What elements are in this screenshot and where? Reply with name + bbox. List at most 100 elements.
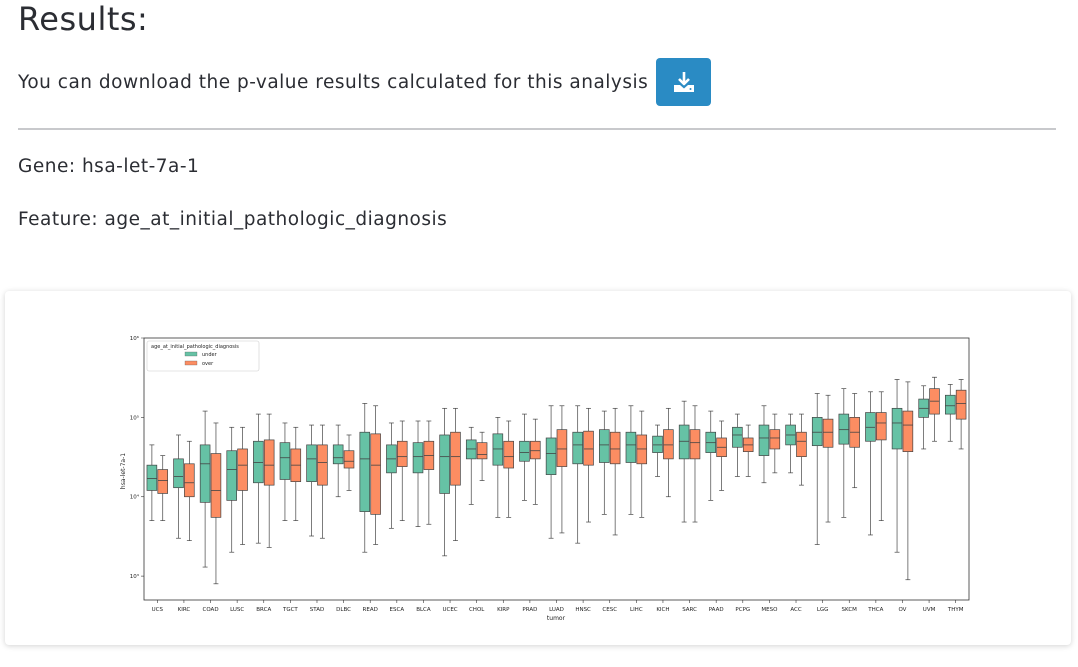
x-tick-label-ucs: UCS bbox=[152, 607, 164, 613]
box-over-thym bbox=[955, 389, 967, 420]
x-tick-label-stad: STAD bbox=[310, 607, 324, 613]
box-over-sarc bbox=[689, 429, 701, 460]
x-tick-label-ov: OV bbox=[898, 607, 906, 613]
x-tick-label-lihc: LIHC bbox=[630, 607, 643, 613]
box-under-meso bbox=[758, 424, 770, 456]
x-tick-label-kirp: KIRP bbox=[497, 607, 510, 613]
x-tick-label-skcm: SKCM bbox=[842, 607, 858, 613]
box-over-read bbox=[370, 433, 381, 515]
legend-label-over: over bbox=[202, 361, 214, 367]
box-over-kirc bbox=[184, 463, 195, 498]
box-under-cesc bbox=[599, 429, 610, 463]
y-tick-label: 10³ bbox=[130, 573, 139, 580]
download-description: You can download the p-value results cal… bbox=[18, 71, 649, 93]
legend-title: age_at_initial_pathologic_diagnosis bbox=[151, 344, 239, 350]
box-over-lgg bbox=[822, 418, 834, 448]
box-over-meso bbox=[769, 429, 781, 450]
boxplot-chart: 10³ 10⁴ 10⁵ 10⁶ UCS KIRC COAD LUSC BRCA TGCT STAD… bbox=[120, 335, 970, 622]
box-over-ucec bbox=[450, 431, 461, 486]
box-over-kich bbox=[663, 429, 674, 460]
y-axis-label: hsa-let-7a-1 bbox=[120, 453, 127, 489]
legend-swatch-over bbox=[184, 360, 198, 366]
feature-info: Feature: age_at_initial_pathologic_diagn… bbox=[18, 209, 447, 230]
x-tick-label-lusc: LUSC bbox=[230, 607, 244, 613]
box-under-lgg bbox=[811, 417, 823, 447]
x-tick-label-coad: COAD bbox=[202, 607, 218, 613]
gene-info: Gene: hsa-let-7a-1 bbox=[18, 156, 199, 177]
box-over-ov bbox=[902, 410, 914, 452]
x-tick-label-thca: THCA bbox=[867, 607, 883, 613]
box-under-luad bbox=[545, 437, 557, 475]
x-tick-label-dlbc: DLBC bbox=[336, 607, 351, 613]
x-tick-label-chol: CHOL bbox=[469, 607, 485, 613]
gene-value: hsa-let-7a-1 bbox=[81, 156, 200, 177]
x-tick-label-meso: MESO bbox=[761, 607, 778, 613]
box-over-cesc bbox=[609, 431, 621, 465]
box-over-kirp bbox=[503, 440, 514, 469]
box-over-stad bbox=[317, 444, 328, 486]
x-tick-label-pcpg: PCPG bbox=[735, 607, 750, 613]
box-under-read bbox=[359, 431, 371, 512]
box-under-dlbc bbox=[332, 444, 344, 465]
box-under-blca bbox=[412, 442, 424, 474]
box-under-kich bbox=[652, 435, 663, 453]
y-tick-label: 10⁵ bbox=[130, 414, 139, 421]
box-under-stad bbox=[306, 444, 317, 482]
box-under-prad bbox=[519, 440, 530, 462]
x-tick-label-lgg: LGG bbox=[817, 607, 829, 613]
box-under-lusc bbox=[226, 450, 237, 501]
x-tick-label-tgct: TGCT bbox=[282, 607, 298, 613]
x-tick-label-acc: ACC bbox=[790, 607, 802, 613]
x-tick-label-thym: THYM bbox=[947, 607, 964, 613]
legend: age_at_initial_pathologic_diagnosis unde… bbox=[146, 340, 260, 372]
y-tick-label: 10⁴ bbox=[130, 494, 140, 501]
box-under-ucec bbox=[439, 434, 450, 494]
box-over-esca bbox=[396, 440, 408, 467]
x-tick-label-sarc: SARC bbox=[682, 607, 697, 613]
x-tick-label-ucec: UCEC bbox=[442, 607, 457, 613]
box-over-chol bbox=[476, 442, 488, 460]
box-under-tgct bbox=[279, 442, 291, 480]
box-over-hnsc bbox=[583, 430, 594, 466]
box-over-dlbc bbox=[343, 450, 355, 469]
x-tick-label-blca: BLCA bbox=[416, 607, 431, 613]
boxplot-card: 10³ 10⁴ 10⁵ 10⁶ UCS KIRC COAD LUSC BRCA TGCT STAD… bbox=[5, 291, 1071, 645]
download-button[interactable] bbox=[656, 58, 712, 106]
x-tick-label-kirc: KIRC bbox=[178, 607, 191, 613]
box-under-skcm bbox=[838, 413, 850, 445]
x-tick-label-kich: KICH bbox=[656, 607, 669, 613]
box-over-acc bbox=[796, 431, 807, 457]
section-divider bbox=[18, 128, 1056, 130]
x-tick-label-hnsc: HNSC bbox=[575, 607, 591, 613]
y-tick-label: 10⁶ bbox=[130, 335, 140, 342]
box-over-ucs bbox=[157, 469, 169, 494]
box-under-ov bbox=[891, 407, 903, 450]
legend-box bbox=[146, 340, 260, 372]
download-icon bbox=[673, 72, 694, 92]
box-over-thca bbox=[876, 412, 887, 441]
x-tick-label-prad: PRAD bbox=[522, 607, 537, 613]
box-over-luad bbox=[556, 429, 568, 467]
x-tick-label-luad: LUAD bbox=[549, 607, 564, 613]
results-title: Results: bbox=[18, 0, 149, 38]
box-under-coad bbox=[199, 444, 211, 503]
box-under-chol bbox=[465, 439, 477, 460]
x-tick-label-uvm: UVM bbox=[923, 607, 936, 613]
box-under-pcpg bbox=[732, 426, 743, 448]
box-under-hnsc bbox=[572, 431, 583, 465]
x-tick-label-esca: ESCA bbox=[390, 607, 405, 613]
feature-value: age_at_initial_pathologic_diagnosis bbox=[104, 209, 448, 230]
box-under-kirc bbox=[173, 458, 184, 489]
box-under-thym bbox=[944, 394, 956, 415]
box-over-lihc bbox=[636, 434, 648, 465]
box-under-brca bbox=[253, 440, 264, 484]
box-under-ucs bbox=[146, 464, 158, 491]
download-row: You can download the p-value results cal… bbox=[18, 58, 712, 106]
box-under-sarc bbox=[678, 424, 690, 460]
box-over-prad bbox=[530, 440, 541, 460]
legend-label-under: under bbox=[202, 352, 218, 358]
x-tick-label-brca: BRCA bbox=[256, 607, 271, 613]
box-under-lihc bbox=[625, 431, 637, 463]
box-over-brca bbox=[263, 439, 275, 486]
